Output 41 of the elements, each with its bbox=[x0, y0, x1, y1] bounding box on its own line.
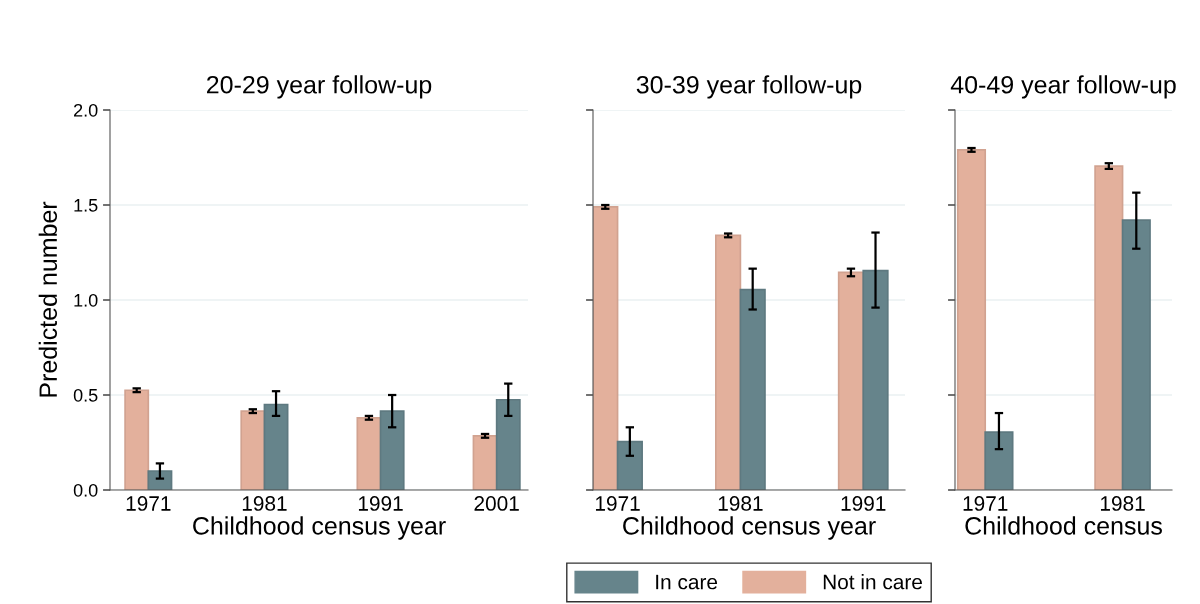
chart-title: 40-49 year follow-up bbox=[950, 75, 1176, 99]
x-tick-label: 1991 bbox=[358, 496, 403, 511]
x-tick-label: 1981 bbox=[1100, 496, 1145, 511]
bar bbox=[616, 440, 643, 490]
legend-label: Not in care bbox=[823, 574, 922, 590]
bar bbox=[956, 149, 987, 490]
x-axis-title: Childhood census bbox=[965, 516, 1162, 535]
bar bbox=[1094, 165, 1124, 490]
x-tick-label: 2001 bbox=[474, 496, 519, 511]
bar bbox=[714, 234, 742, 490]
y-tick-label: 1.0 bbox=[74, 293, 98, 307]
x-tick-label: 1991 bbox=[841, 496, 886, 511]
bar bbox=[837, 271, 865, 490]
bar bbox=[1121, 219, 1151, 490]
bar bbox=[472, 435, 498, 490]
bar bbox=[263, 403, 289, 490]
x-tick-label: 1981 bbox=[718, 496, 763, 511]
bar bbox=[124, 389, 150, 490]
x-tick-label: 1981 bbox=[242, 496, 287, 511]
y-tick-label: 0.0 bbox=[73, 483, 98, 497]
bar bbox=[495, 398, 521, 490]
y-tick-label: 0.5 bbox=[73, 388, 98, 402]
x-axis-title: Childhood census year bbox=[193, 516, 446, 540]
y-axis-title: Predicted number bbox=[38, 201, 58, 397]
bar bbox=[984, 431, 1014, 490]
bar bbox=[356, 416, 382, 490]
chart-title: 30-39 year follow-up bbox=[636, 75, 862, 99]
x-axis-title: Childhood census year bbox=[623, 516, 876, 540]
x-tick-label: 1971 bbox=[963, 496, 1008, 511]
x-tick-label: 1971 bbox=[595, 496, 640, 511]
bar bbox=[379, 410, 405, 490]
y-tick-label: 1.5 bbox=[74, 199, 98, 212]
y-tick-label: 2.0 bbox=[74, 103, 98, 117]
x-tick-label: 1971 bbox=[126, 496, 171, 511]
bar bbox=[739, 288, 766, 490]
legend-label: In care bbox=[656, 574, 718, 590]
bar bbox=[147, 470, 173, 490]
bar bbox=[240, 410, 266, 490]
bar bbox=[593, 206, 619, 490]
bar bbox=[862, 269, 889, 490]
chart-title: 20-29 year follow-up bbox=[207, 75, 432, 99]
